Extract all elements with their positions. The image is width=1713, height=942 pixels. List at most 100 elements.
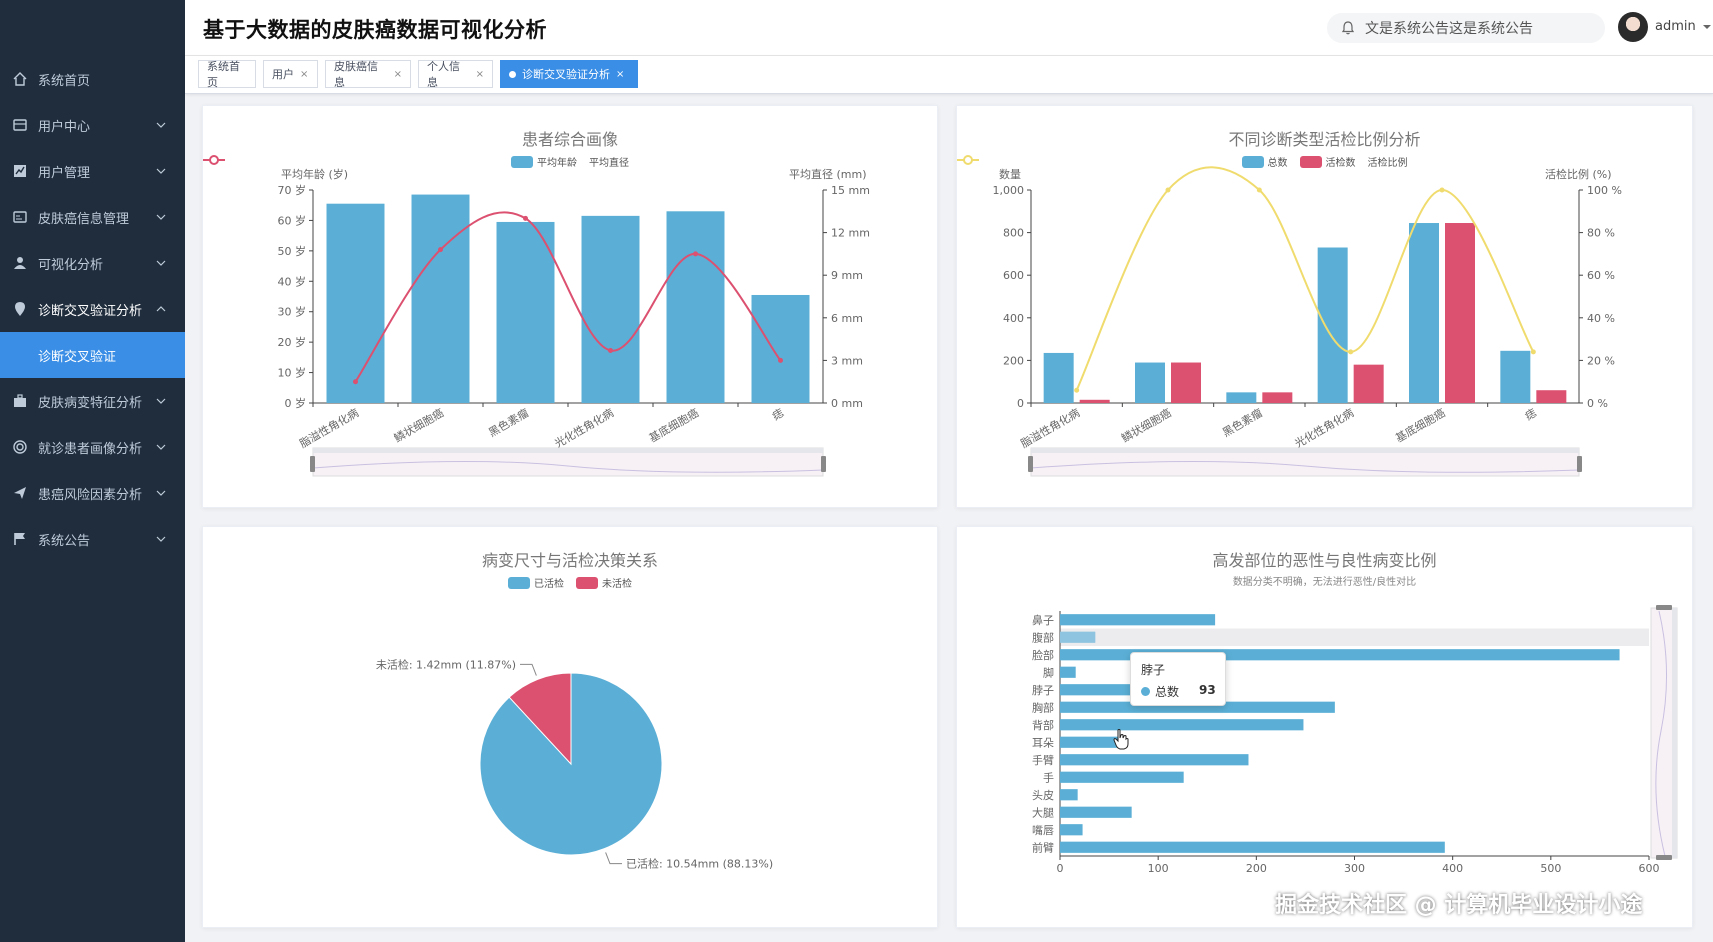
sidebar-item[interactable]: 皮肤癌信息管理	[0, 194, 185, 240]
bar	[1060, 684, 1152, 696]
sidebar-item[interactable]: 系统公告	[0, 516, 185, 562]
line-point	[608, 347, 613, 353]
watermark: 掘金技术社区 @ 计算机毕业设计小途	[1275, 893, 1643, 918]
x-tick-label: 100	[1148, 862, 1169, 875]
lesion-size-pie-chart[interactable]: 已活检: 10.54mm (88.13%) 未活检: 1.42mm (11.87%…	[203, 527, 939, 929]
y-tick-label-right: 6 mm	[831, 312, 863, 325]
y-tick-label: 胸部	[1032, 700, 1054, 714]
tab[interactable]: 用户 ×	[263, 60, 318, 88]
y-tick-label-left: 20 岁	[278, 335, 307, 349]
sidebar-item-label: 可视化分析	[38, 257, 104, 273]
sidebar-item-label: 系统首页	[38, 73, 91, 89]
close-icon[interactable]: ×	[475, 68, 484, 80]
y-tick-label-right: 0 mm	[831, 397, 863, 410]
hand-cursor-icon	[1113, 729, 1129, 750]
home-icon	[13, 72, 27, 86]
x-tick-label: 500	[1540, 862, 1561, 875]
bar	[1536, 390, 1567, 403]
bar	[1171, 362, 1201, 403]
y-tick-label: 鼻子	[1032, 613, 1054, 627]
chart-subtitle: 数据分类不明确，无法进行恶性/良性对比	[1232, 577, 1417, 588]
caret-down-icon[interactable]	[1702, 22, 1712, 32]
series-line	[1075, 166, 1535, 391]
pie-label: 已活检: 10.54mm (88.13%)	[626, 857, 773, 871]
y-tick-label-right: 15 mm	[831, 184, 870, 197]
pie-slice	[508, 672, 572, 766]
username[interactable]: admin	[1655, 19, 1696, 34]
card-icon	[13, 211, 27, 223]
legend-item[interactable]: 平均年龄	[511, 154, 577, 169]
bar	[1445, 223, 1475, 403]
tab-bar: 系统首页 用户 × 皮肤癌信息 × 个人信息 × 诊断交叉验证分析 ×	[185, 56, 1713, 94]
sidebar-item[interactable]: 可视化分析	[0, 240, 185, 286]
chart-tooltip: 脖子 总数 93	[1130, 652, 1226, 706]
datazoom-handle	[1656, 855, 1672, 860]
y-tick-label-right: 80 %	[1587, 227, 1615, 240]
bar	[1135, 362, 1165, 403]
legend-item[interactable]: 总数	[1241, 154, 1288, 169]
sidebar-item[interactable]: 皮肤病变特征分析	[0, 378, 185, 424]
sidebar-item[interactable]: 患癌风险因素分析	[0, 470, 185, 516]
legend-item[interactable]: 未活检	[576, 575, 632, 590]
x-tick-label: 黑色素瘤	[1220, 405, 1265, 439]
legend-item[interactable]: 已活检	[508, 575, 564, 590]
x-tick-label: 脂溢性角化病	[297, 405, 361, 450]
bar	[1079, 399, 1110, 403]
sidebar-item[interactable]: 用户中心	[0, 102, 185, 148]
y-axis-title-left: 平均年龄 (岁)	[281, 167, 348, 181]
chart-legend: 总数 活检数 活检比例	[957, 154, 1692, 169]
bar	[1060, 824, 1083, 836]
chevron-down-icon	[156, 214, 166, 220]
y-tick-label: 耳朵	[1032, 736, 1054, 749]
y-tick-label-left: 50 岁	[278, 244, 307, 258]
chart-title: 患者综合画像	[521, 130, 618, 149]
legend-item[interactable]: 活检比例	[957, 154, 1408, 169]
target-icon	[13, 440, 27, 454]
x-tick-label: 0	[1057, 862, 1064, 875]
tab[interactable]: 系统首页	[198, 60, 256, 89]
close-icon[interactable]: ×	[300, 68, 309, 80]
notice-bar[interactable]: 文是系统公告这是系统公告	[1327, 13, 1605, 43]
sidebar-item[interactable]: 就诊患者画像分析	[0, 424, 185, 470]
line-point	[1530, 349, 1536, 355]
close-icon[interactable]: ×	[616, 68, 625, 80]
datazoom-preview	[1030, 460, 1580, 473]
legend-item[interactable]: 平均直径	[203, 154, 629, 169]
sidebar-item[interactable]: 诊断交叉验证分析	[0, 286, 185, 332]
bar	[1060, 666, 1076, 678]
biopsy-ratio-chart[interactable]: 数量 活检比例 (%) 0 200 400 600 800 1,000 0 % 20 % 40 % 6…	[957, 106, 1694, 509]
y-tick-label: 前臂	[1032, 840, 1054, 854]
patient-profile-chart[interactable]: 平均年龄 (岁) 平均直径 (mm) 0 岁 10 岁 20 岁 30 岁 40 岁 50 岁…	[203, 106, 939, 509]
datazoom-preview	[1655, 610, 1667, 857]
bar	[496, 221, 555, 403]
y-tick-label-right: 0 %	[1587, 397, 1608, 410]
datazoom-handle	[821, 456, 826, 472]
bar	[1060, 771, 1184, 783]
sidebar-item-label: 诊断交叉验证	[38, 349, 117, 365]
y-tick-label-left: 200	[1003, 354, 1024, 367]
chart-title: 高发部位的恶性与良性病变比例	[1212, 551, 1437, 570]
x-tick-label: 基底细胞癌	[646, 405, 701, 445]
tab[interactable]: 个人信息 ×	[418, 60, 493, 89]
sidebar-item[interactable]: 用户管理	[0, 148, 185, 194]
tab[interactable]: 诊断交叉验证分析 ×	[500, 60, 638, 88]
legend-item[interactable]: 活检数	[1299, 154, 1356, 169]
tab[interactable]: 皮肤癌信息 ×	[325, 60, 411, 89]
pie-label-line	[520, 663, 537, 676]
bar	[1060, 841, 1445, 853]
bar	[1060, 649, 1620, 661]
chevron-down-icon	[156, 122, 166, 128]
x-tick-label: 鳞状细胞癌	[391, 405, 446, 445]
chart-icon	[14, 165, 26, 177]
x-tick-label: 光化性角化病	[552, 405, 616, 450]
chart-legend: 平均年龄 平均直径	[203, 154, 937, 169]
sidebar-item[interactable]: 系统首页	[0, 56, 185, 102]
close-icon[interactable]: ×	[393, 68, 402, 80]
sidebar-item[interactable]: 诊断交叉验证	[0, 332, 185, 378]
y-tick-label: 背部	[1032, 718, 1054, 732]
avatar[interactable]	[1618, 12, 1648, 42]
tooltip-series: 总数	[1141, 683, 1179, 700]
line-point	[693, 251, 698, 257]
x-tick-label: 基底细胞癌	[1393, 405, 1448, 445]
